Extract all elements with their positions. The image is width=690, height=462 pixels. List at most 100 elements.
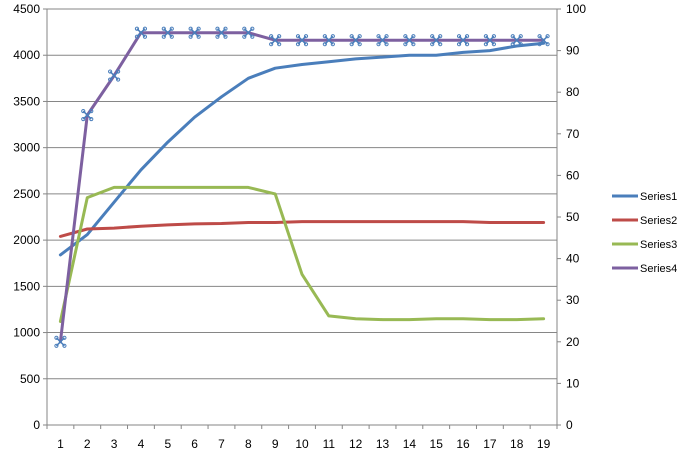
marker-loop	[269, 42, 274, 47]
marker-loop	[322, 42, 327, 47]
marker-loop	[108, 77, 113, 82]
marker-loop	[250, 26, 255, 31]
data-point-marker	[483, 34, 496, 47]
x-tick-label: 18	[510, 437, 524, 451]
marker-loop	[81, 108, 86, 114]
marker-loop	[456, 34, 462, 39]
x-tick-label: 16	[456, 437, 470, 451]
marker-loop	[215, 26, 220, 31]
marker-loop	[89, 116, 94, 122]
marker-loop	[456, 42, 462, 47]
x-axis-tick-labels: 1 2 3 4 5 6 7 8 9 10 11 12 13 14 15 16 17 18 19	[57, 437, 550, 451]
left-tick-label: 1000	[13, 326, 40, 340]
marker-loop	[54, 335, 59, 340]
x-tick-label: 2	[84, 437, 91, 451]
marker-loop	[250, 34, 255, 39]
marker-loop	[384, 34, 389, 39]
marker-loop	[223, 26, 228, 31]
marker-loop	[464, 34, 470, 39]
marker-loop	[116, 77, 121, 82]
marker-loop	[537, 42, 542, 47]
data-point-marker	[242, 26, 255, 39]
axes	[43, 8, 561, 429]
marker-loop	[277, 42, 282, 47]
x-tick-label: 5	[164, 437, 171, 451]
left-tick-label: 3500	[13, 94, 40, 108]
marker-loop	[169, 34, 174, 39]
x-tick-label: 8	[245, 437, 252, 451]
marker-loop	[134, 34, 140, 39]
marker-loop	[277, 34, 282, 39]
marker-loop	[223, 34, 228, 39]
data-point-marker	[376, 34, 389, 47]
data-point-marker	[161, 26, 174, 39]
marker-loop	[438, 34, 443, 39]
left-tick-label: 3000	[13, 141, 40, 155]
data-point-marker	[295, 34, 309, 47]
series-line-series2	[58, 220, 546, 238]
right-tick-label: 30	[566, 293, 580, 307]
data-point-marker	[215, 26, 228, 39]
marker-loop	[54, 343, 59, 348]
marker-loop	[510, 42, 515, 47]
marker-loop	[81, 116, 86, 122]
legend: Series1 Series2 Series3 Series4	[612, 191, 677, 275]
right-tick-label: 80	[566, 85, 580, 99]
marker-loop	[108, 69, 113, 74]
right-tick-label: 50	[566, 210, 580, 224]
right-tick-label: 40	[566, 252, 580, 266]
marker-loop	[242, 26, 247, 31]
data-point-marker	[403, 34, 416, 47]
marker-loop	[537, 34, 542, 39]
right-tick-label: 100	[566, 2, 586, 16]
data-point-marker	[456, 34, 470, 47]
x-tick-label: 11	[323, 437, 336, 451]
marker-loop	[518, 42, 523, 47]
marker-loop	[196, 34, 201, 39]
series-markers	[54, 26, 550, 348]
left-tick-label: 4000	[13, 48, 40, 62]
data-point-marker	[349, 34, 362, 47]
marker-loop	[116, 69, 121, 74]
legend-label: Series3	[640, 239, 677, 251]
marker-loop	[303, 34, 309, 39]
left-tick-label: 1500	[13, 279, 40, 293]
marker-loop	[510, 34, 515, 39]
marker-loop	[518, 34, 523, 39]
left-tick-label: 0	[33, 418, 40, 432]
left-tick-label: 2000	[13, 233, 40, 247]
marker-loop	[430, 34, 435, 39]
series-lines	[58, 31, 546, 344]
marker-loop	[62, 335, 67, 340]
data-point-marker	[430, 34, 443, 47]
marker-loop	[322, 34, 327, 39]
gridlines	[47, 8, 557, 380]
right-tick-label: 70	[566, 127, 580, 141]
marker-loop	[169, 26, 174, 31]
marker-loop	[242, 34, 247, 39]
marker-loop	[215, 34, 220, 39]
marker-loop	[403, 42, 408, 47]
legend-item-series2: Series2	[612, 215, 677, 227]
right-axis-tick-labels: 0 10 20 30 40 50 60 70 80 90 100	[566, 2, 586, 432]
marker-loop	[430, 42, 435, 47]
marker-loop	[483, 34, 488, 39]
marker-loop	[303, 42, 309, 47]
right-tick-label: 60	[566, 168, 580, 182]
marker-loop	[89, 108, 94, 114]
x-tick-label: 4	[138, 437, 145, 451]
marker-loop	[295, 42, 301, 47]
series-line-series1	[58, 41, 546, 257]
marker-loop	[196, 26, 201, 31]
x-tick-label: 10	[295, 437, 309, 451]
right-tick-label: 20	[566, 335, 580, 349]
data-point-marker	[108, 69, 121, 82]
marker-loop	[330, 42, 335, 47]
legend-label: Series2	[640, 215, 677, 227]
marker-loop	[142, 34, 148, 39]
data-point-marker	[322, 34, 335, 47]
marker-loop	[411, 42, 416, 47]
marker-loop	[376, 34, 381, 39]
marker-loop	[357, 34, 362, 39]
